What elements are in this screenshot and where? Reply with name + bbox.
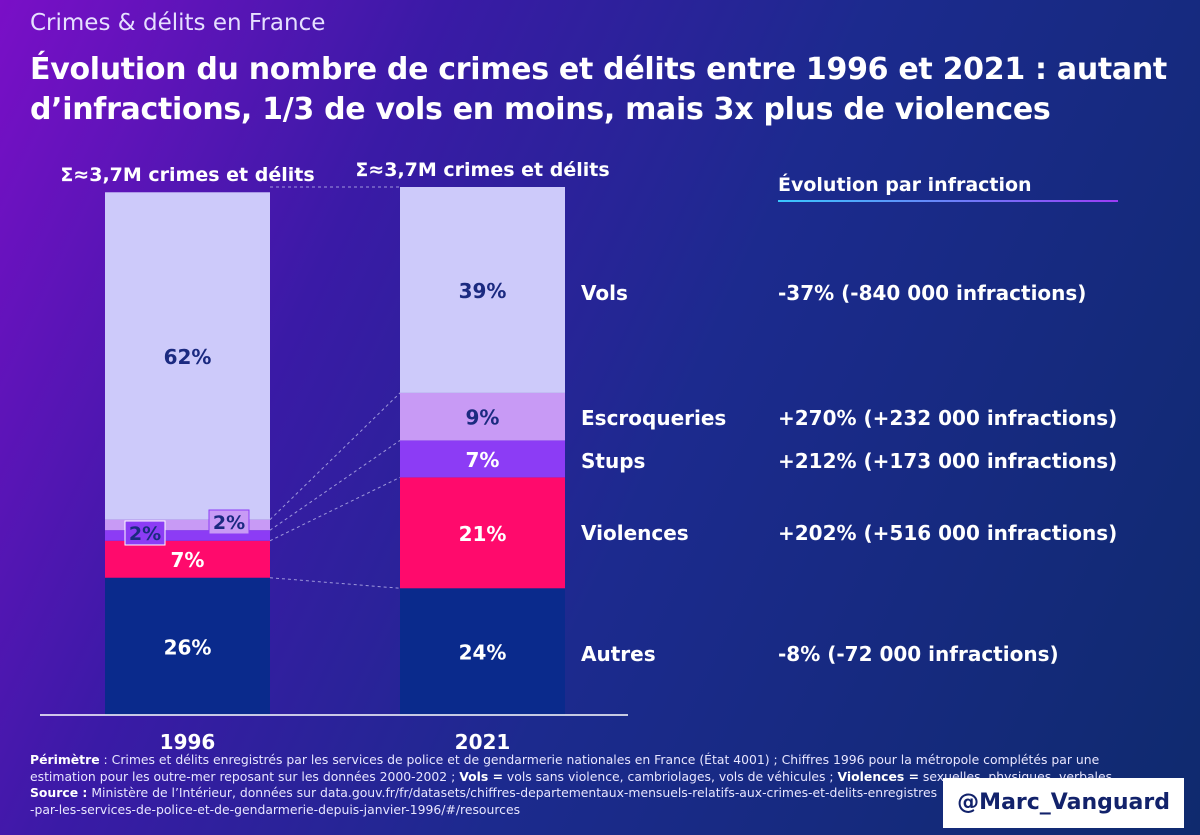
- bar-segment-1996-autres: [105, 577, 270, 715]
- connector-line-escroqueries: [269, 392, 401, 520]
- x-tick-label-1996: 1996: [160, 730, 216, 754]
- bar-label-2021-autres: 24%: [459, 641, 507, 665]
- bar-label-2021-violences: 21%: [459, 522, 507, 546]
- footer-notes: Périmètre : Crimes et délits enregistrés…: [30, 752, 1140, 818]
- bar-segment-2021-escroqueries: [400, 392, 565, 441]
- bar-label-1996-stups: 2%: [129, 523, 161, 545]
- bar-segment-1996-vols: [105, 192, 270, 520]
- bar-label-2021-vols: 39%: [459, 279, 507, 303]
- bar-segment-2021-violences: [400, 477, 565, 589]
- bar-segment-1996-escroqueries: [105, 519, 270, 531]
- bar-segment-2021-autres: [400, 588, 565, 715]
- bar-label-box-1996-stups: [124, 520, 166, 546]
- bar-label-box-1996-escroqueries: [208, 509, 250, 535]
- connector-line-stups: [269, 440, 401, 531]
- chart-title: Évolution du nombre de crimes et délits …: [30, 52, 1167, 127]
- series-name-escroqueries: Escroqueries: [581, 406, 726, 430]
- bar-label-1996-violences: 7%: [171, 548, 205, 572]
- source-text-continued: -par-les-services-de-police-et-de-gendar…: [30, 801, 521, 817]
- vols-definition-text: vols sans violence, cambriolages, vols d…: [502, 768, 838, 784]
- author-handle: @Marc_Vanguard: [943, 778, 1184, 828]
- bar-label-1996-vols: 62%: [164, 345, 212, 369]
- series-name-violences: Violences: [581, 521, 689, 545]
- bar-label-2021-stups: 7%: [466, 448, 500, 472]
- source-text: Ministère de l’Intérieur, données sur da…: [87, 785, 938, 800]
- perimetre-text: : Crimes et délits enregistrés par les s…: [30, 752, 1100, 784]
- bar-label-1996-escroqueries: 2%: [213, 512, 245, 534]
- bar-segment-1996-violences: [105, 540, 270, 578]
- series-evolution-stups: +212% (+173 000 infractions): [778, 449, 1117, 473]
- series-evolution-vols: -37% (-840 000 infractions): [778, 281, 1086, 305]
- total-label-1996: Σ≈3,7M crimes et délits: [60, 164, 314, 186]
- bar-segment-1996-stups: [105, 530, 270, 541]
- series-name-stups: Stups: [581, 449, 645, 473]
- evolution-header: Évolution par infraction: [778, 173, 1032, 196]
- violences-definition-label: Violences =: [837, 768, 919, 784]
- series-name-autres: Autres: [581, 642, 656, 666]
- perimetre-label: Périmètre: [30, 752, 100, 767]
- bar-label-1996-autres: 26%: [164, 635, 212, 659]
- vols-definition-label: Vols =: [459, 768, 503, 784]
- chart-supertitle: Crimes & délits en France: [30, 10, 326, 36]
- series-evolution-autres: -8% (-72 000 infractions): [778, 642, 1059, 666]
- total-label-2021: Σ≈3,7M crimes et délits: [355, 159, 609, 181]
- series-name-vols: Vols: [581, 281, 628, 305]
- bar-label-2021-escroqueries: 9%: [466, 406, 500, 430]
- evolution-header-underline: [778, 200, 1118, 202]
- connector-line-autres: [269, 577, 401, 589]
- x-tick-label-2021: 2021: [455, 730, 511, 754]
- connector-line-violences: [269, 476, 401, 542]
- bar-segment-2021-vols: [400, 187, 565, 393]
- source-label: Source :: [30, 785, 88, 800]
- series-evolution-escroqueries: +270% (+232 000 infractions): [778, 406, 1117, 430]
- series-evolution-violences: +202% (+516 000 infractions): [778, 521, 1117, 545]
- bar-segment-2021-stups: [400, 440, 565, 478]
